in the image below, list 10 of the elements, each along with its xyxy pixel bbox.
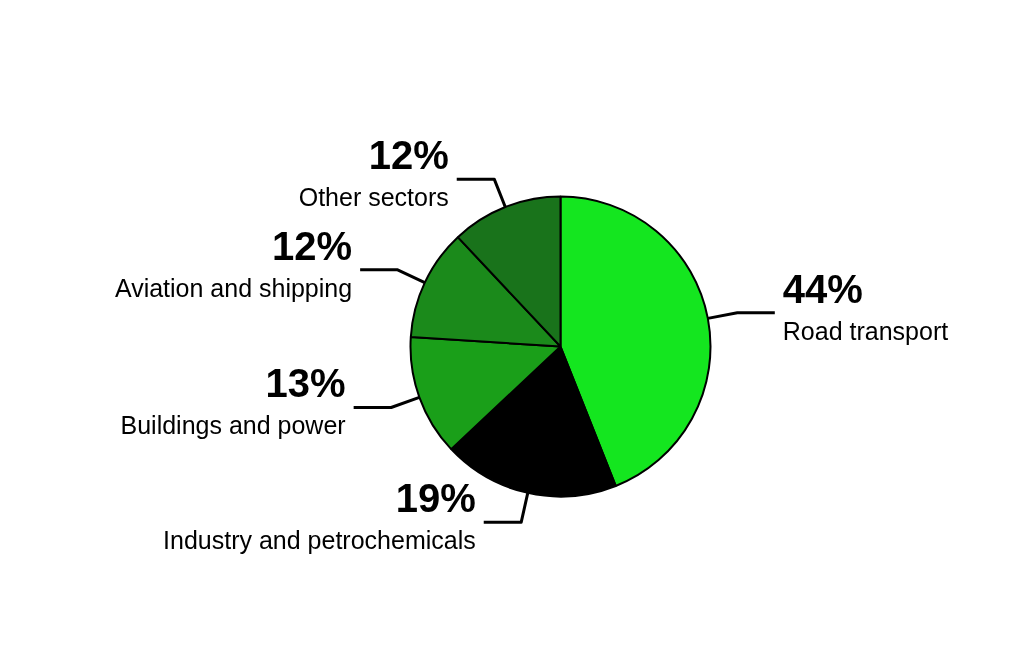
slice-label: Aviation and shipping [114,273,353,302]
data-label: 13% [265,361,346,406]
data-label: 44% [782,266,863,311]
slice-label: Buildings and power [120,411,346,440]
data-label: 12% [368,133,449,178]
data-label: 12% [272,223,353,268]
data-label: 19% [395,476,476,521]
slice-label: Road transport [782,316,949,345]
slice-label: Industry and petrochemicals [163,526,476,555]
slice-label: Other sectors [298,183,449,212]
